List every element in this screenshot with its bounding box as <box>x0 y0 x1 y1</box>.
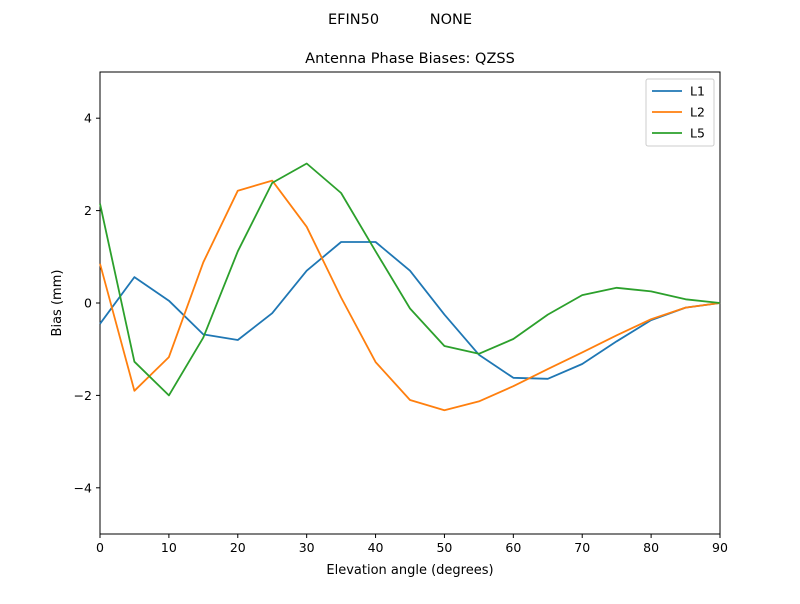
x-tick-label: 60 <box>505 540 521 555</box>
legend-label-l2: L2 <box>690 105 705 120</box>
y-tick-label: 4 <box>84 111 92 126</box>
series-line-l1 <box>99 241 721 380</box>
legend-label-l5: L5 <box>690 126 705 141</box>
y-tick-label: 0 <box>84 296 92 311</box>
y-tick-label: −4 <box>74 480 92 495</box>
x-tick-label: 40 <box>368 540 384 555</box>
y-tick-label: 2 <box>84 203 92 218</box>
x-tick-label: 50 <box>436 540 452 555</box>
chart-title: Antenna Phase Biases: QZSS <box>305 51 515 67</box>
x-tick-label: 20 <box>230 540 246 555</box>
plot-frame <box>99 71 721 535</box>
x-tick-label: 80 <box>643 540 659 555</box>
figure-suptitle: EFIN50 NONE <box>328 12 472 28</box>
y-tick-label: −2 <box>74 388 92 403</box>
x-tick-label: 10 <box>161 540 177 555</box>
y-axis: −4 −2 0 2 4 <box>74 111 100 495</box>
series-lines <box>99 162 721 412</box>
series-line-l2 <box>99 179 721 412</box>
x-axis-label: Elevation angle (degrees) <box>326 563 493 578</box>
x-tick-label: 90 <box>712 540 728 555</box>
x-tick-label: 30 <box>299 540 315 555</box>
x-tick-label: 70 <box>574 540 590 555</box>
x-tick-label: 0 <box>96 540 104 555</box>
y-axis-label: Bias (mm) <box>50 270 65 337</box>
legend: L1 L2 L5 <box>645 78 715 147</box>
legend-label-l1: L1 <box>690 84 705 99</box>
x-axis: 0 10 20 30 40 50 60 70 80 90 <box>96 534 728 555</box>
series-line-l5 <box>99 162 721 397</box>
